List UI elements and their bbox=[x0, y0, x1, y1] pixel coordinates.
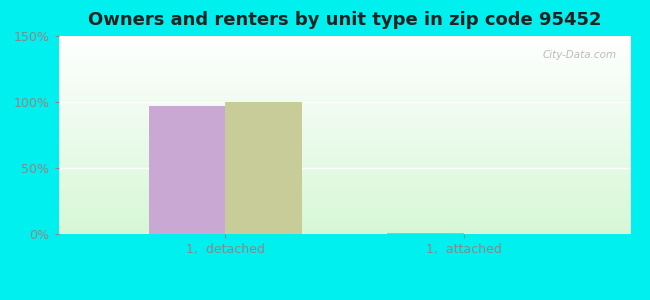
Title: Owners and renters by unit type in zip code 95452: Owners and renters by unit type in zip c… bbox=[88, 11, 601, 29]
Bar bbox=[149, 106, 226, 234]
Bar bbox=[387, 233, 463, 234]
Text: City-Data.com: City-Data.com bbox=[542, 50, 616, 60]
Bar bbox=[226, 102, 302, 234]
